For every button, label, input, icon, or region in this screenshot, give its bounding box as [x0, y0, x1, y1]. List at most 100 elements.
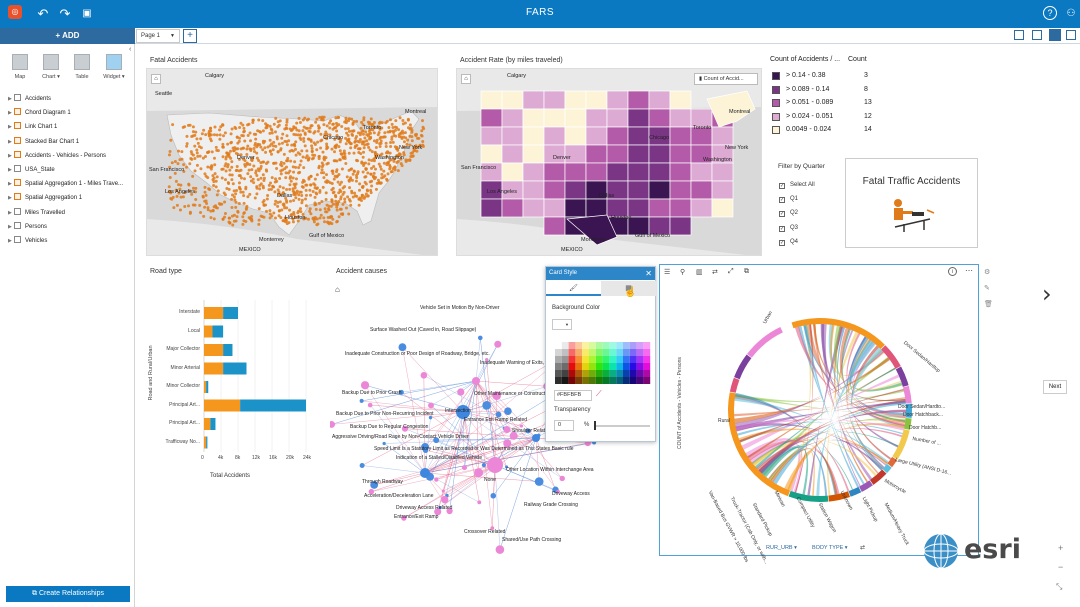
- tool-map[interactable]: Map: [6, 54, 34, 80]
- chord-ribbon: [794, 324, 814, 493]
- chevron-right-icon[interactable]: ▶: [8, 152, 12, 159]
- chevron-right-icon[interactable]: ▶: [8, 195, 12, 202]
- color-dropdown[interactable]: ▼: [552, 319, 572, 330]
- chevron-right-icon[interactable]: ▶: [8, 223, 12, 230]
- link-node: [477, 500, 482, 505]
- link-hub-node: [472, 377, 480, 385]
- dataset-item[interactable]: ▶ Miles Travelled: [8, 207, 65, 219]
- checkbox[interactable]: ✓: [779, 239, 785, 246]
- filter-panel-icon[interactable]: [1049, 29, 1061, 41]
- link-node: [556, 489, 560, 494]
- filter-title: Filter by Quarter: [778, 163, 825, 170]
- delete-icon[interactable]: 🗑: [984, 301, 993, 308]
- edit-icon[interactable]: ✎: [984, 285, 990, 292]
- transparency-slider-handle[interactable]: [594, 421, 596, 430]
- create-relationships-button[interactable]: ⧉ Create Relationships: [6, 586, 130, 602]
- home-icon[interactable]: ⌂: [151, 74, 161, 84]
- filter-option[interactable]: ✓ Q1: [779, 196, 798, 204]
- dataset-item[interactable]: ▶ Vehicles: [8, 235, 47, 247]
- card-style-tab-layout[interactable]: ▦: [601, 281, 656, 296]
- transparency-input[interactable]: 0: [554, 420, 574, 431]
- checkbox[interactable]: ✓: [779, 211, 785, 218]
- next-page-arrow-icon[interactable]: ›: [1042, 280, 1052, 308]
- chord-diagram-card[interactable]: [659, 264, 979, 556]
- fatal-accidents-map[interactable]: ⌂ Calgary Toronto Montreal Chicago New York D…: [146, 68, 438, 256]
- chevron-right-icon[interactable]: ▶: [8, 209, 12, 216]
- dataset-item[interactable]: ▶ Accidents: [8, 93, 51, 105]
- tool-chart[interactable]: Chart ▾: [37, 54, 65, 80]
- tool-widget[interactable]: Widget ▾: [100, 54, 128, 80]
- redo-icon[interactable]: ↷: [59, 6, 71, 21]
- chevron-down-icon[interactable]: ▼: [170, 33, 175, 39]
- share-icon[interactable]: [1066, 30, 1076, 40]
- chord-toolbar-expand-icon[interactable]: ⤢: [728, 268, 734, 275]
- chord-field-rur-urb[interactable]: RUR_URB ▾: [766, 545, 797, 551]
- help-icon[interactable]: ?: [1043, 6, 1057, 20]
- chord-ribbon: [851, 345, 892, 460]
- user-icon[interactable]: ⚇: [1066, 8, 1076, 19]
- info-icon[interactable]: i: [948, 267, 957, 276]
- chord-field-body-type[interactable]: BODY TYPE ▾: [812, 545, 848, 551]
- chord-toolbar-chart-icon[interactable]: ▥: [696, 269, 703, 276]
- link-node: [398, 389, 404, 395]
- accident-rate-map[interactable]: ⌂ ▮ Count of Accid... Calgary Toronto Mont…: [456, 68, 762, 256]
- home-icon[interactable]: ⌂: [461, 74, 471, 84]
- chevron-right-icon[interactable]: ▶: [8, 96, 12, 102]
- dataset-item[interactable]: ▶ USA_State: [8, 164, 55, 176]
- chord-toolbar-flip-icon[interactable]: ⇄: [712, 269, 718, 276]
- dataset-item[interactable]: ▶ Stacked Bar Chart 1: [8, 136, 79, 148]
- home-icon[interactable]: ⌂: [335, 285, 340, 294]
- chord-toolbar-copy-icon[interactable]: ⧉: [744, 268, 749, 275]
- swap-icon[interactable]: ⇄: [860, 545, 866, 551]
- dataset-item[interactable]: ▶ Link Chart 1: [8, 121, 57, 133]
- checkbox[interactable]: ✓: [779, 183, 785, 189]
- checkbox[interactable]: ✓: [779, 225, 785, 232]
- hex-color-input[interactable]: #FBFBFB: [554, 390, 592, 401]
- dataset-item[interactable]: ▶ Chord Diagram 1: [8, 107, 71, 119]
- dataset-item[interactable]: ▶ Spatial Aggregation 1: [8, 192, 82, 204]
- zoom-in-icon[interactable]: +: [1058, 543, 1064, 553]
- dataset-item[interactable]: ▶ Spatial Aggregation 1 - Miles Trave...: [8, 178, 123, 190]
- add-page-button[interactable]: +: [183, 29, 197, 43]
- next-button[interactable]: Next: [1043, 380, 1067, 394]
- dataset-item[interactable]: ▶ Accidents - Vehicles - Persons: [8, 150, 106, 162]
- chord-toolbar-filter-icon[interactable]: ⚲: [680, 269, 686, 276]
- close-icon[interactable]: ✕: [645, 269, 652, 278]
- chevron-right-icon[interactable]: ▶: [8, 124, 12, 131]
- dataset-item[interactable]: ▶ Persons: [8, 221, 47, 233]
- filter-option[interactable]: ✓ Q4: [779, 239, 798, 246]
- link-node: [359, 398, 364, 403]
- no-color-icon[interactable]: ⟋: [596, 389, 602, 398]
- filter-option[interactable]: ✓ Q3: [779, 225, 798, 232]
- tool-table[interactable]: Table: [68, 54, 96, 80]
- color-palette[interactable]: [555, 342, 651, 384]
- transparency-slider[interactable]: [594, 425, 650, 427]
- zoom-out-icon[interactable]: −: [1058, 562, 1064, 572]
- road-type-bar-chart[interactable]: [146, 290, 316, 480]
- undo-icon[interactable]: ↶: [37, 6, 49, 21]
- more-options-icon[interactable]: ⋯: [965, 266, 973, 275]
- link-chart[interactable]: [330, 290, 655, 560]
- chevron-right-icon[interactable]: ▶: [8, 238, 12, 244]
- chord-toolbar-list-icon[interactable]: ☰: [664, 269, 671, 276]
- chord-diagram[interactable]: [660, 265, 978, 555]
- collapse-pane-icon[interactable]: ‹: [129, 46, 132, 53]
- fit-screen-icon[interactable]: ⤡: [1056, 582, 1063, 591]
- grid-icon[interactable]: [1032, 30, 1042, 40]
- checkbox[interactable]: ✓: [779, 197, 785, 204]
- fatal-traffic-card[interactable]: Fatal Traffic Accidents: [845, 158, 978, 248]
- card-style-tab-paint[interactable]: 🖌: [546, 281, 601, 296]
- tab-page-1[interactable]: Page 1 ▼: [136, 29, 180, 43]
- chevron-right-icon[interactable]: ▶: [8, 167, 12, 173]
- add-data-button[interactable]: + ADD: [0, 28, 135, 44]
- chevron-right-icon[interactable]: ▶: [8, 110, 12, 117]
- chord-ribbon: [739, 388, 904, 443]
- card-settings-icon[interactable]: ⚙: [984, 269, 991, 276]
- filter-option[interactable]: ✓ Q2: [779, 210, 798, 218]
- chevron-right-icon[interactable]: ▶: [8, 181, 12, 188]
- layout-icon[interactable]: [1014, 30, 1024, 40]
- filter-option[interactable]: ✓ Select All: [779, 182, 815, 189]
- save-icon[interactable]: ▣: [82, 8, 92, 19]
- map-legend-toggle[interactable]: ▮ Count of Accid...: [694, 73, 758, 85]
- chevron-right-icon[interactable]: ▶: [8, 138, 12, 145]
